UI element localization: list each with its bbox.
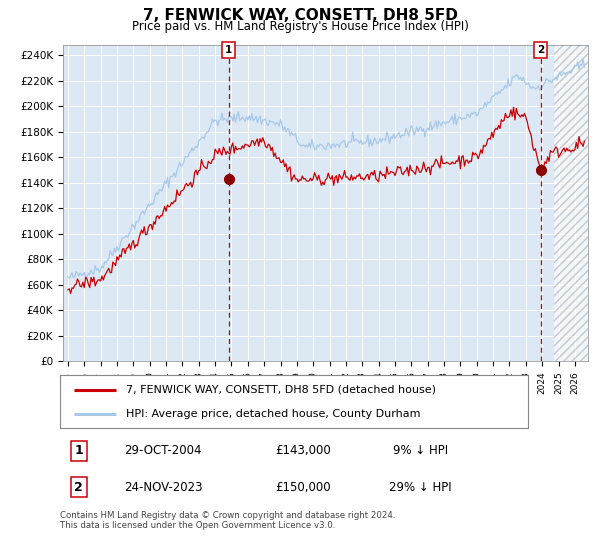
Text: 7, FENWICK WAY, CONSETT, DH8 5FD (detached house): 7, FENWICK WAY, CONSETT, DH8 5FD (detach… <box>125 385 436 395</box>
Text: 29% ↓ HPI: 29% ↓ HPI <box>389 480 452 494</box>
Text: £150,000: £150,000 <box>275 480 331 494</box>
Text: Price paid vs. HM Land Registry's House Price Index (HPI): Price paid vs. HM Land Registry's House … <box>131 20 469 33</box>
Text: 1: 1 <box>225 45 232 55</box>
Text: 29-OCT-2004: 29-OCT-2004 <box>124 444 202 458</box>
Text: 24-NOV-2023: 24-NOV-2023 <box>124 480 202 494</box>
Bar <box>554 30 588 361</box>
Text: 9% ↓ HPI: 9% ↓ HPI <box>393 444 448 458</box>
Text: HPI: Average price, detached house, County Durham: HPI: Average price, detached house, Coun… <box>125 409 420 419</box>
Text: 1: 1 <box>74 444 83 458</box>
Text: 7, FENWICK WAY, CONSETT, DH8 5FD: 7, FENWICK WAY, CONSETT, DH8 5FD <box>143 8 457 24</box>
Text: Contains HM Land Registry data © Crown copyright and database right 2024.
This d: Contains HM Land Registry data © Crown c… <box>60 511 395 530</box>
Text: 2: 2 <box>537 45 544 55</box>
Text: £143,000: £143,000 <box>275 444 331 458</box>
Text: 2: 2 <box>74 480 83 494</box>
